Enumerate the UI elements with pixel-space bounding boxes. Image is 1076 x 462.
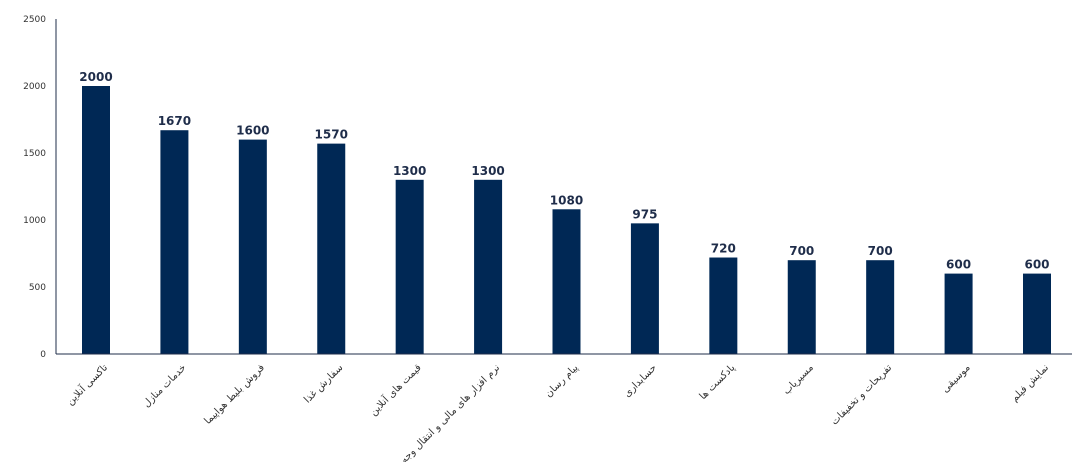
bar <box>395 179 424 354</box>
bar-value-label: 975 <box>632 207 657 221</box>
bar-value-label: 1670 <box>158 114 191 128</box>
bar <box>474 179 503 354</box>
y-axis-ticks: 0 500 1000 1500 2000 2500 <box>23 15 46 360</box>
bar-value-label: 1300 <box>471 164 504 178</box>
bar <box>82 86 110 354</box>
bar <box>709 257 738 354</box>
x-category-label: پادکست ها <box>698 362 738 402</box>
y-tick-label: 2500 <box>23 15 46 25</box>
bar-value-label: 1080 <box>550 193 583 207</box>
y-tick-label: 0 <box>40 350 46 360</box>
bar-value-label: 700 <box>868 244 893 258</box>
x-category-label: فروش بلیط هواپیما <box>202 362 267 427</box>
bar-value-label: 1600 <box>236 124 269 138</box>
x-category-label: مسیریاب <box>781 362 816 397</box>
bar <box>160 130 189 354</box>
category-labels: تاکسی آنلاین خدمات منازل فروش بلیط هواپیما… <box>63 361 1051 462</box>
bar <box>552 209 581 354</box>
bar <box>238 139 267 354</box>
bar-value-label: 700 <box>789 244 814 258</box>
bar-value-label: 720 <box>711 242 736 256</box>
bar <box>1023 273 1051 354</box>
y-tick-label: 1000 <box>23 216 46 226</box>
x-category-label: پیام رسان <box>543 362 581 400</box>
x-category-label: سفارش غذا <box>302 362 345 405</box>
x-category-label: تاکسی آنلاین <box>63 361 110 408</box>
bar-value-label: 600 <box>946 258 971 272</box>
y-tick-label: 2000 <box>23 82 46 92</box>
bar-value-label: 1570 <box>315 128 348 142</box>
bar <box>866 260 895 354</box>
bar-value-label: 600 <box>1024 258 1049 272</box>
x-category-label: حسابداری <box>622 362 659 399</box>
x-category-label: موسیقی <box>940 362 973 395</box>
x-category-label: خدمات منازل <box>141 362 188 409</box>
bar <box>317 143 346 354</box>
bars <box>82 86 1051 354</box>
y-tick-label: 500 <box>29 283 46 293</box>
x-category-label: تفریحات و تخفیفات <box>829 362 894 427</box>
bar-value-label: 1300 <box>393 164 426 178</box>
bar <box>944 273 973 354</box>
bar <box>787 260 816 354</box>
value-labels: 2000 1670 1600 1570 1300 1300 1080 975 720 700 700… <box>79 70 1049 272</box>
y-tick-label: 1500 <box>23 149 46 159</box>
x-category-label: قیمت های آنلاین <box>367 361 424 418</box>
bar-value-label: 2000 <box>79 70 112 84</box>
bar <box>630 223 659 354</box>
x-category-label: نمایش فیلم <box>1009 362 1051 404</box>
